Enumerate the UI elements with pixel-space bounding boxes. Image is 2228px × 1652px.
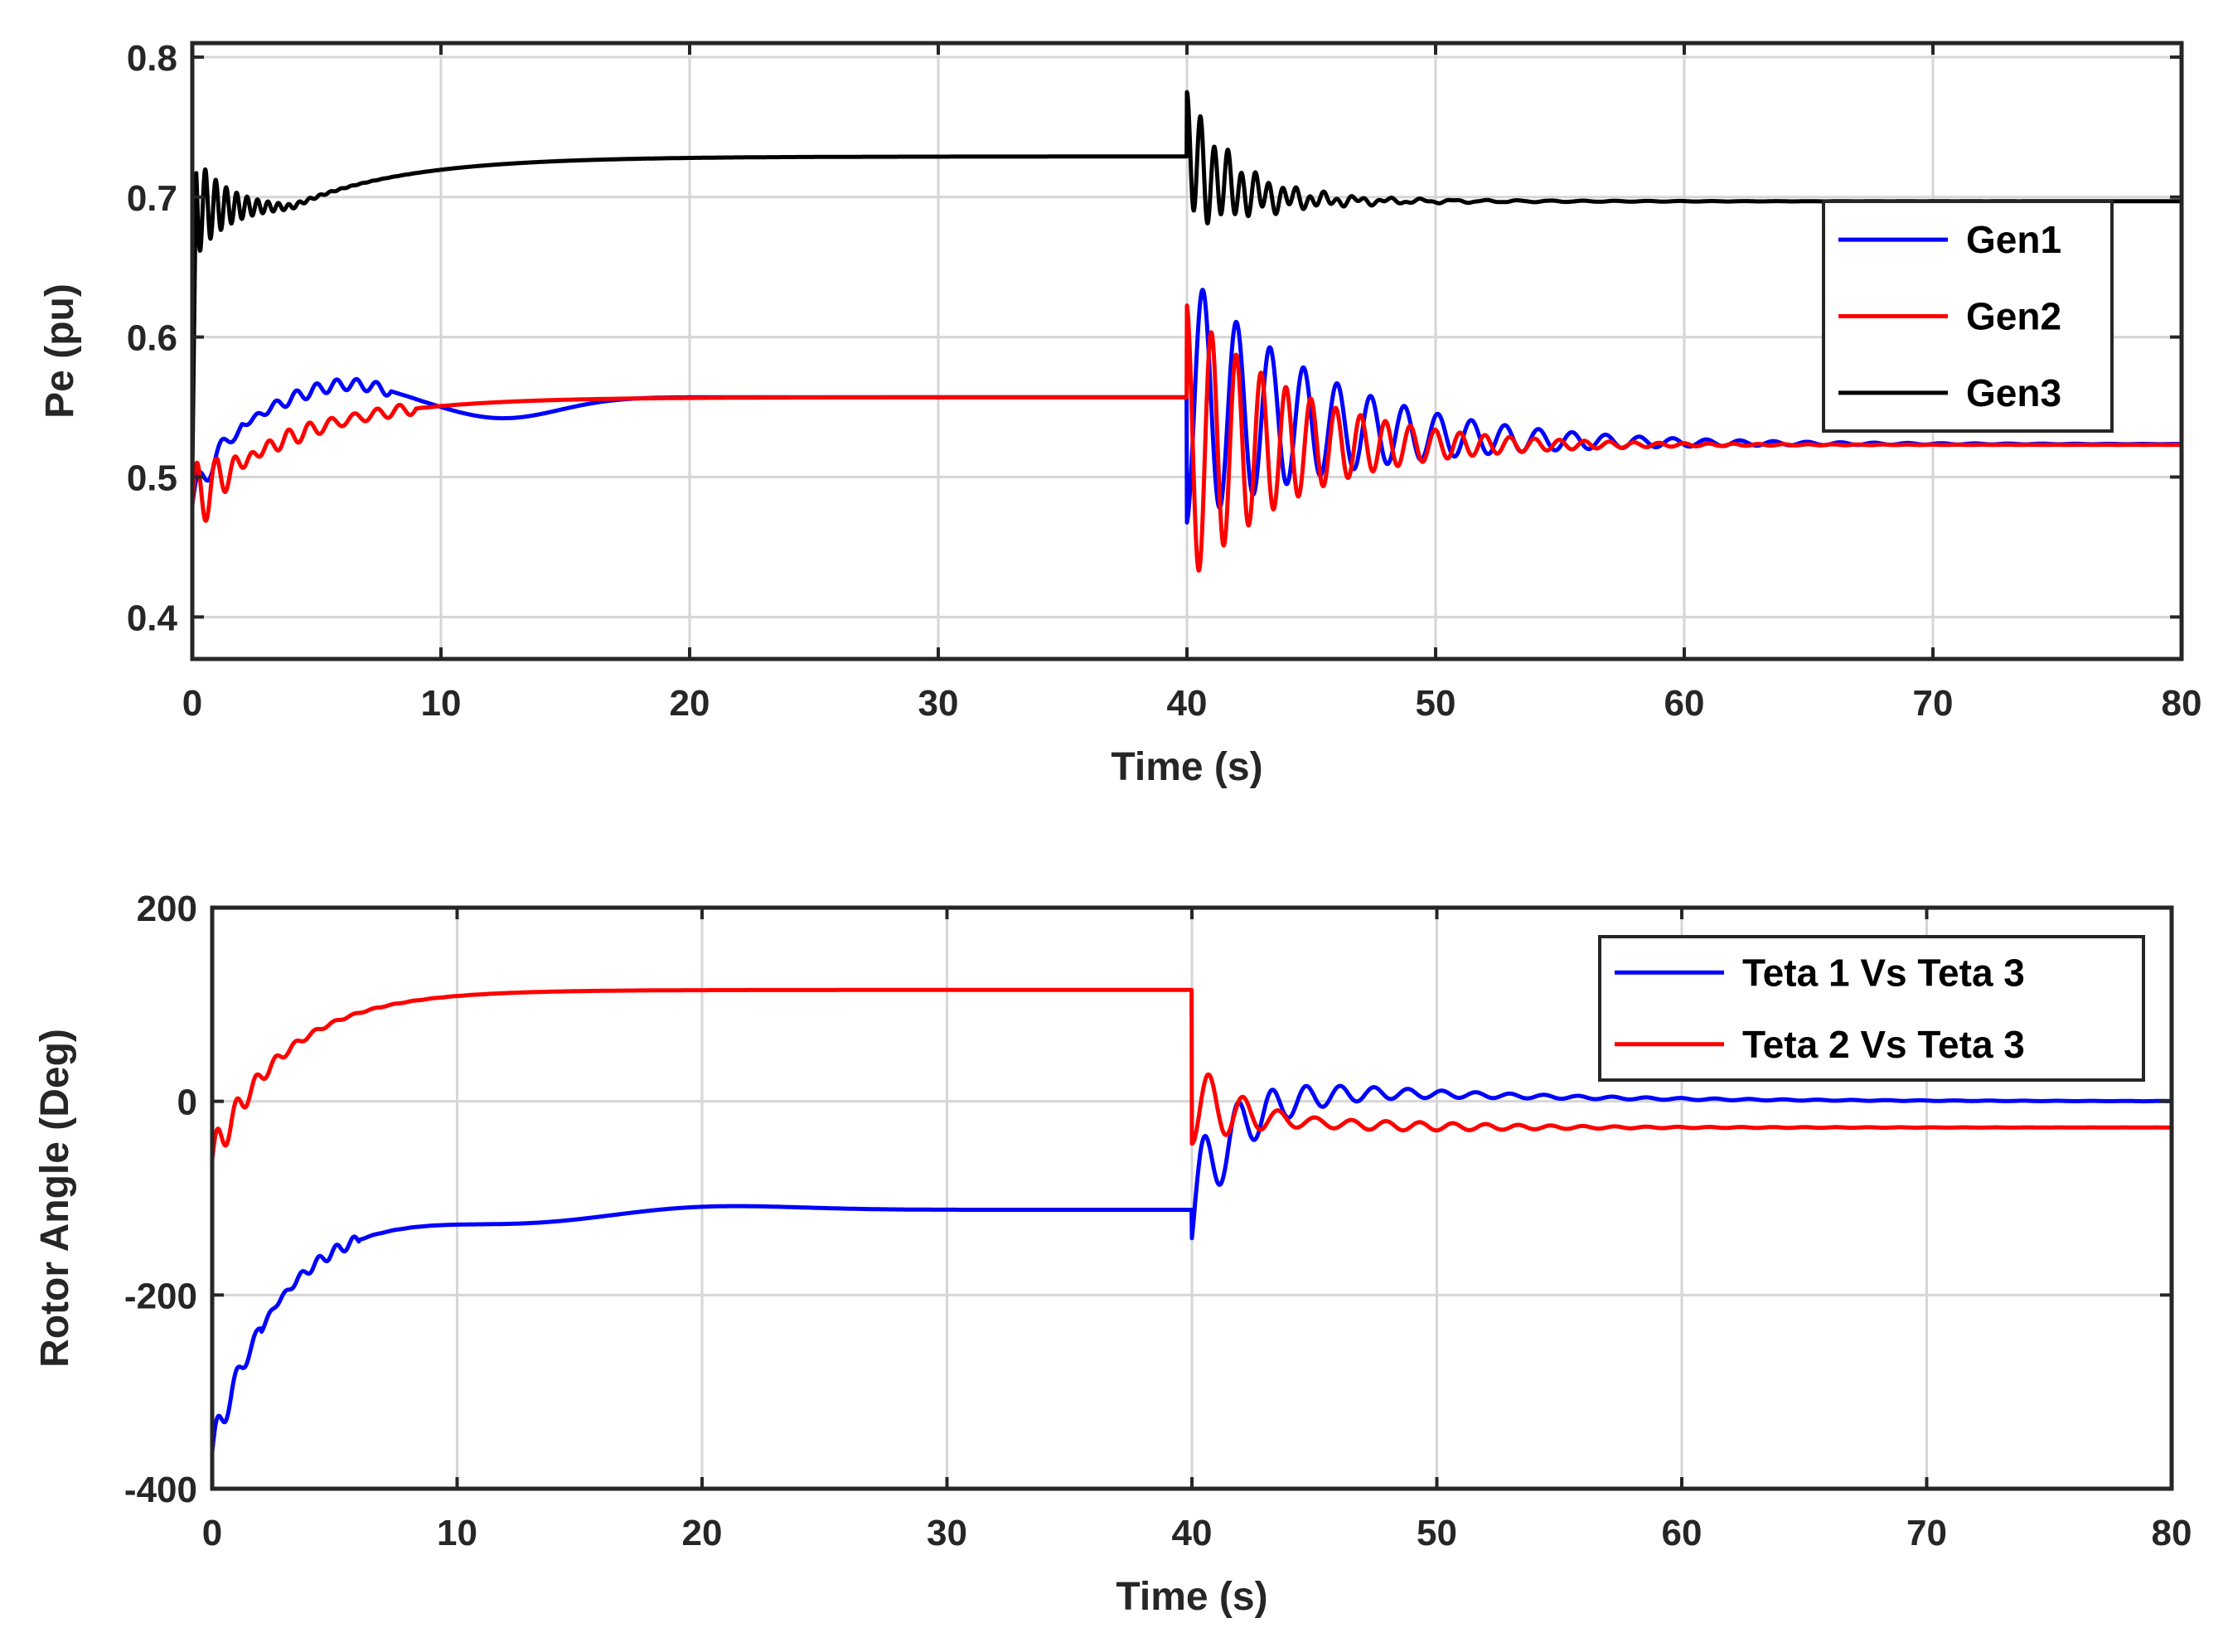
legend-label: Gen3 [1966,371,2061,414]
pe-subplot: 0 10 20 30 40 50 60 70 80 0.4 0.5 0.6 0.7 0.8 Time (s… [38,38,2201,789]
y-tick-label: 0.6 [127,318,177,359]
x-tick-label: 30 [918,683,959,724]
rotor-series-lines [210,987,2174,1455]
y-tick-label: -200 [124,1276,197,1316]
rotor-ticks: 0 10 20 30 40 50 60 70 80 -400 -200 0 200 [124,889,2192,1553]
legend-label: Teta 1 Vs Teta 3 [1742,951,2025,994]
x-tick-label: 0 [202,1513,222,1553]
x-tick-label: 70 [1913,683,1954,724]
pe-ylabel: Pe (pu) [38,283,82,419]
x-tick-label: 50 [1416,683,1456,724]
x-tick-label: 80 [2152,1513,2192,1553]
rotor-ylabel: Rotor Angle (Deg) [33,1029,77,1368]
x-tick-label: 80 [2162,683,2202,724]
x-tick-label: 50 [1417,1513,1457,1553]
x-tick-label: 10 [437,1513,477,1553]
pe-ticks: 0 10 20 30 40 50 60 70 80 0.4 0.5 0.6 0.7 0.8 [127,38,2202,724]
x-tick-label: 0 [182,683,202,724]
pe-xlabel: Time (s) [1111,745,1262,789]
series-line-1 [210,987,2174,1162]
y-tick-label: 0.7 [127,178,177,219]
legend-box [1598,935,2145,1082]
x-tick-label: 30 [927,1513,967,1553]
series-line-1 [190,303,2184,573]
y-tick-label: 0.4 [127,598,178,638]
y-tick-label: 0.5 [127,458,177,498]
x-tick-label: 10 [421,683,462,724]
legend-label: Gen2 [1966,295,2061,338]
x-tick-label: 40 [1167,683,1208,724]
y-tick-label: 200 [137,889,197,929]
x-tick-label: 20 [670,683,710,724]
legend-label: Teta 2 Vs Teta 3 [1742,1023,2025,1066]
x-tick-label: 60 [1664,683,1705,724]
x-tick-label: 60 [1662,1513,1702,1553]
x-tick-label: 20 [682,1513,723,1553]
rotor-xlabel: Time (s) [1116,1575,1267,1619]
rotor-legend: Teta 1 Vs Teta 3 Teta 2 Vs Teta 3 [1598,935,2145,1082]
rotor-angle-subplot: 0 10 20 30 40 50 60 70 80 -400 -200 0 200 Time (s) R… [33,889,2192,1619]
x-tick-label: 70 [1906,1513,1947,1553]
pe-gridlines [191,43,2183,659]
y-tick-label: 0.8 [127,38,177,79]
x-tick-label: 40 [1172,1513,1213,1553]
legend-label: Gen1 [1966,218,2061,261]
y-tick-label: 0 [177,1083,197,1123]
y-tick-label: -400 [124,1470,197,1510]
pe-legend: Gen1 Gen2 Gen3 [1822,200,2114,433]
series-line-0 [210,1083,2174,1455]
